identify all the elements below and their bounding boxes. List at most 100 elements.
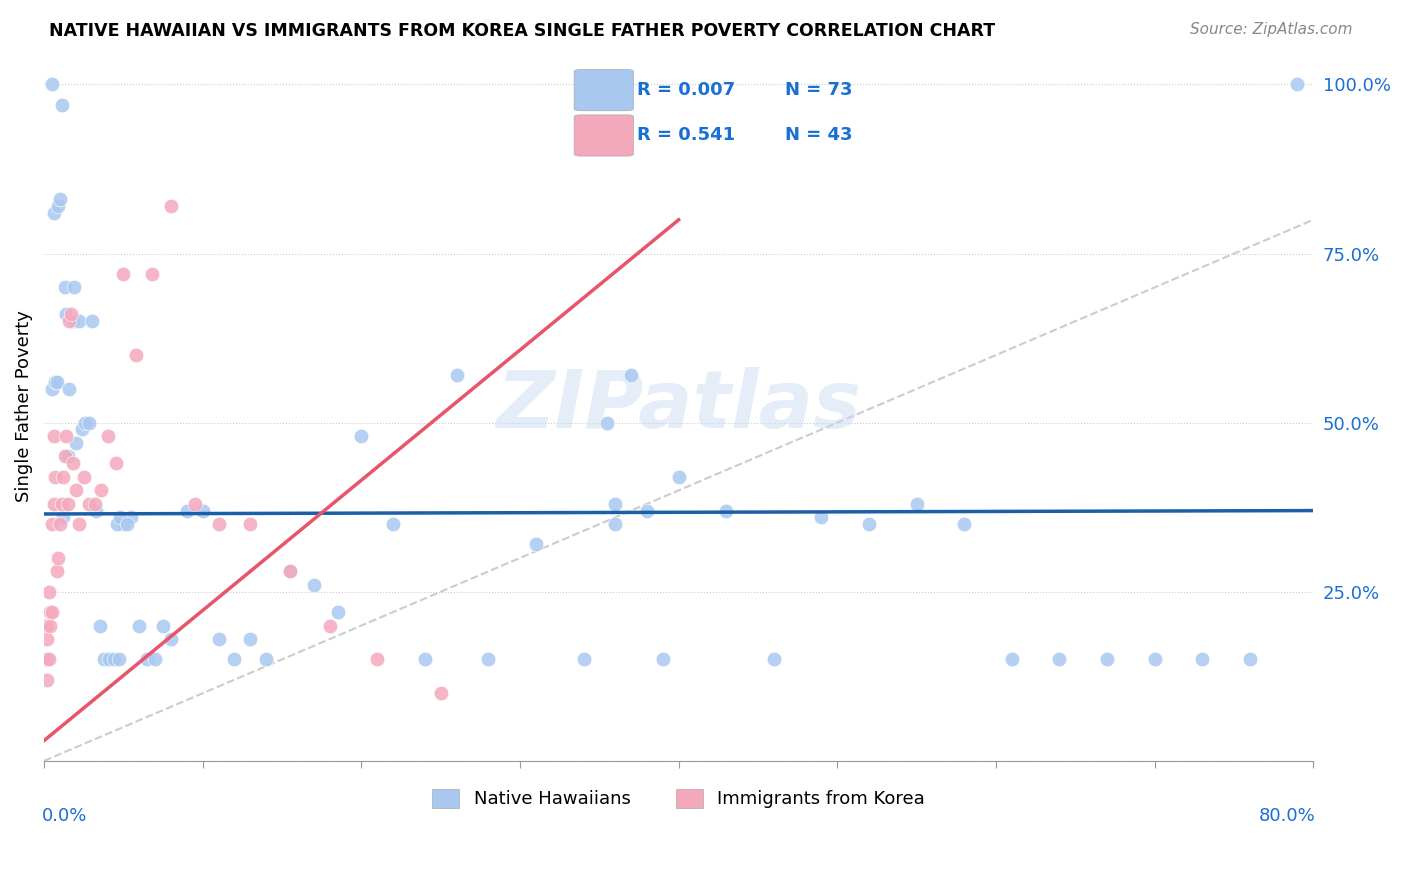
Point [42,429,65,443]
Point [45,565,67,579]
Point [56,450,79,464]
Point [112,517,135,532]
Point [1095,652,1118,666]
Point [620,368,643,383]
Point [278,565,301,579]
Point [97,429,120,443]
Point [93,652,115,666]
Point [62,456,84,470]
Point [55,429,77,443]
Point [37,673,59,687]
Point [1143,652,1166,666]
Point [41,382,63,396]
Point [58,382,80,396]
Point [49,193,72,207]
Point [184,497,207,511]
Point [143,652,166,666]
Point [70,422,93,436]
Point [115,517,138,532]
Point [810,510,832,524]
Point [858,517,880,532]
Point [53,450,76,464]
Point [596,416,619,430]
Point [605,517,627,532]
Point [160,199,183,213]
Point [350,429,373,443]
Point [41,78,63,92]
Point [86,503,108,517]
Point [35,618,58,632]
Point [1001,652,1024,666]
Point [42,497,65,511]
Point [112,267,135,281]
Point [636,503,658,517]
Point [41,517,63,532]
Point [605,497,627,511]
Point [98,652,121,666]
Point [104,456,127,470]
Point [905,497,928,511]
Point [382,517,405,532]
Y-axis label: Single Father Poverty: Single Father Poverty [15,310,32,501]
Point [49,517,72,532]
Point [1239,652,1261,666]
Point [105,517,128,532]
Point [77,497,100,511]
Point [120,510,142,524]
Point [668,469,690,483]
Point [44,375,66,389]
Point [53,280,76,294]
Point [65,483,87,498]
Point [38,584,60,599]
Point [42,206,65,220]
Point [207,632,229,646]
Point [318,618,340,632]
Point [52,510,75,524]
Point [45,375,67,389]
Point [953,517,976,532]
Point [572,652,595,666]
Point [63,280,86,294]
Point [58,314,80,328]
Point [1286,78,1309,92]
Point [38,652,60,666]
Point [136,652,159,666]
Point [176,503,198,517]
Point [651,652,673,666]
Point [35,652,58,666]
Point [103,652,125,666]
Point [429,686,451,700]
Text: 80.0%: 80.0% [1258,807,1316,825]
Text: ZIPatlas: ZIPatlas [496,367,862,445]
Point [73,469,96,483]
Point [224,652,246,666]
Point [254,652,277,666]
Point [160,632,183,646]
Point [477,652,499,666]
Point [37,632,59,646]
Point [48,550,70,565]
Point [716,503,738,517]
Point [326,605,349,619]
Point [366,652,388,666]
Point [51,497,73,511]
Point [67,314,90,328]
Point [141,267,163,281]
Point [89,618,111,632]
Point [278,565,301,579]
Point [80,314,103,328]
Point [39,618,62,632]
Point [207,517,229,532]
Point [51,97,73,112]
Point [62,314,84,328]
Point [83,497,105,511]
Legend: Native Hawaiians, Immigrants from Korea: Native Hawaiians, Immigrants from Korea [425,782,932,815]
Point [239,517,262,532]
Point [128,618,150,632]
Point [446,368,468,383]
Point [152,618,174,632]
Point [107,652,129,666]
Point [41,605,63,619]
Point [77,416,100,430]
Point [39,605,62,619]
